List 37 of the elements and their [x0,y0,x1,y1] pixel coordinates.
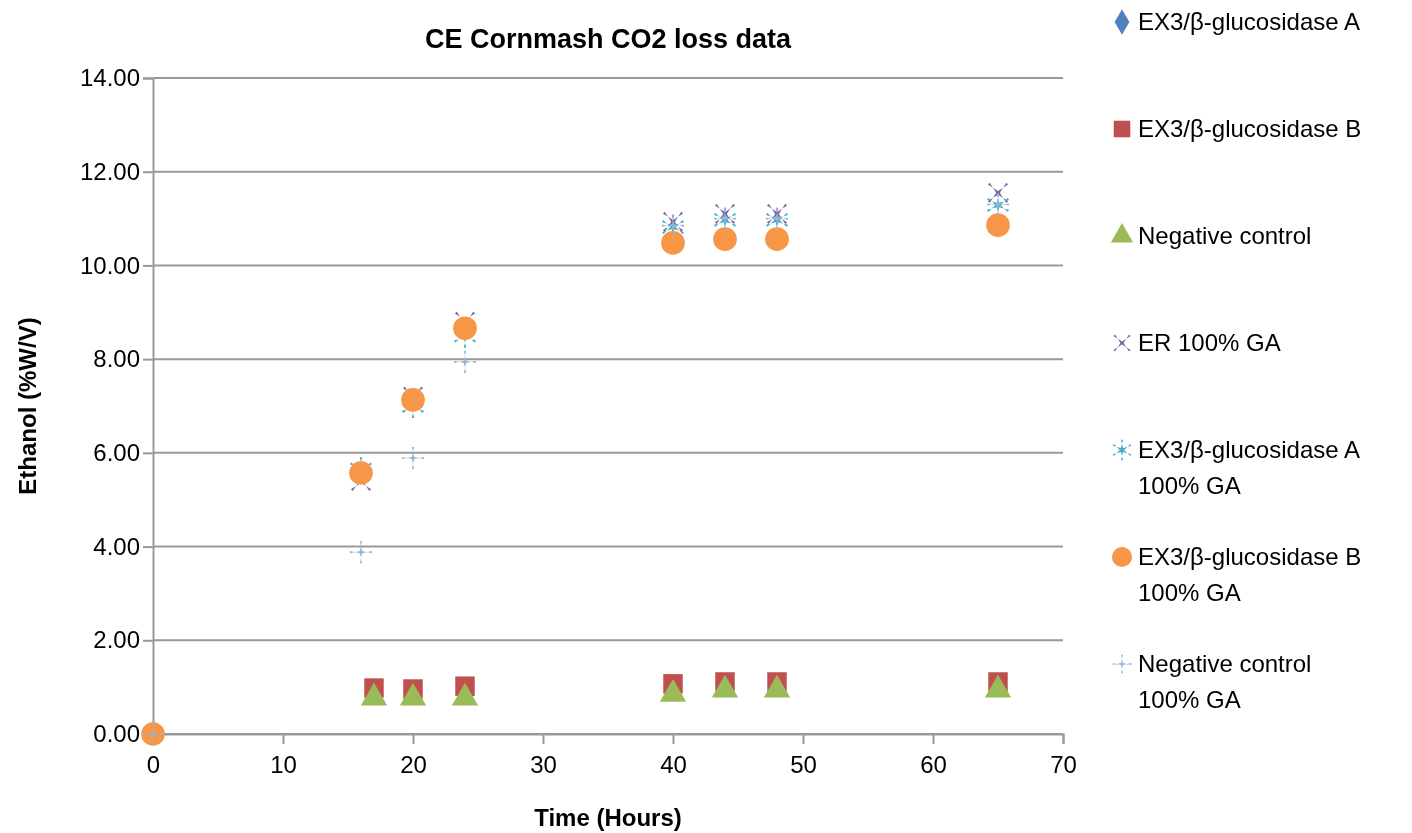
legend-label: ER 100% GA [1138,329,1281,356]
y-tick-label: 12.00 [79,157,140,185]
point [453,316,477,341]
point [765,227,789,251]
point [986,213,1010,237]
x-tick-label: 30 [530,751,557,779]
y-tick-label: 6.00 [93,439,140,467]
legend-label: EX3/β-glucosidase B [1138,115,1362,142]
y-tick-label: 4.00 [93,532,140,560]
y-tick-label: 2.00 [93,626,140,654]
chart-title: CE Cornmash CO2 loss data [424,24,793,54]
point [454,350,476,373]
x-tick-label: 60 [920,751,947,779]
legend-label: Negative control [1138,222,1312,249]
x-tick-label: 70 [1050,751,1077,779]
point [713,227,737,251]
x-tick-label: 50 [790,751,817,779]
x-tick-label: 20 [400,751,427,779]
x-tick-label: 0 [146,751,161,779]
legend-label: Negative control 100% GA [1138,650,1312,713]
x-tick-label: 10 [270,751,297,779]
y-tick-label: 10.00 [79,251,140,279]
point [350,541,372,564]
x-axis-title: Time (Hours) [534,804,682,831]
legend-label: EX3/β-glucosidase A [1138,8,1360,35]
legend-label: EX3/β-glucosidase B 100% GA [1138,543,1362,606]
y-tick-label: 14.00 [79,64,140,92]
x-tick-label: 40 [660,751,687,779]
point [661,231,685,255]
point [766,203,788,224]
y-axis-title: Ethanol (%W/V) [14,317,41,495]
point [401,388,425,412]
y-tick-label: 8.00 [93,345,140,373]
point [402,447,424,470]
legend-label: EX3/β-glucosidase A 100% GA [1138,436,1360,499]
point [714,203,736,224]
y-tick-label: 0.00 [93,720,140,748]
